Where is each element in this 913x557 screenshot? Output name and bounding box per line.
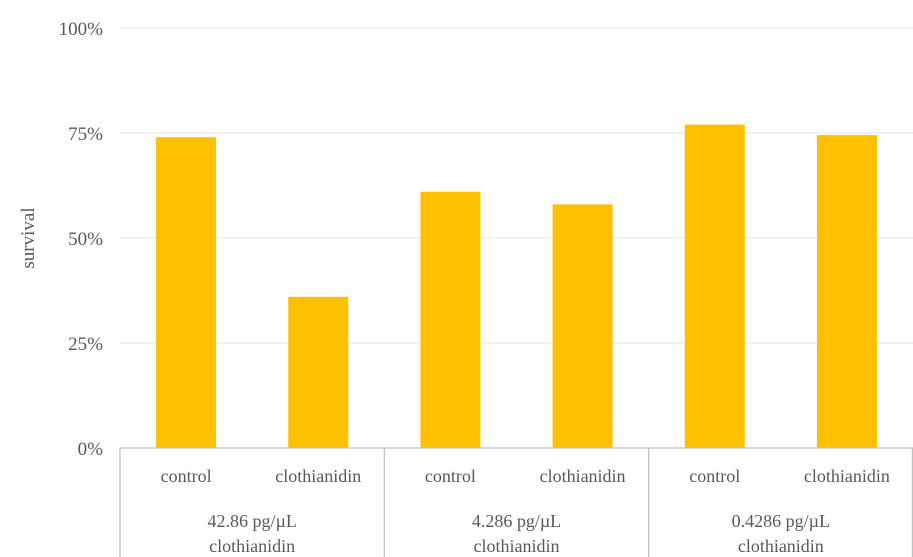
x-axis: control clothianidin 42.86 pg/µL clothianid… [119,447,913,557]
y-tick-label: 75% [68,124,103,145]
bar [552,204,613,448]
y-tick-label: 0% [78,439,104,460]
group-label-line2: clothianidin [209,536,295,556]
group-label-line1: 4.286 pg/µL [472,511,561,531]
group-label-line1: 42.86 pg/µL [207,511,296,531]
bar [156,137,217,448]
y-tick-label: 50% [68,229,103,250]
group-label-line1: 0.4286 pg/µL [732,511,830,531]
category-label: control [425,466,476,486]
y-axis-label: survival [18,207,39,268]
category-label: control [689,466,740,486]
bar [816,135,877,448]
gridlines [120,27,913,344]
category-label: clothianidin [540,466,626,486]
category-label: clothianidin [275,466,361,486]
group-label-line2: clothianidin [738,536,824,556]
bar [684,124,745,448]
bar [288,296,349,448]
category-label: control [161,466,212,486]
y-tick-label: 25% [68,334,103,355]
bars [156,124,877,449]
group-label-line2: clothianidin [474,536,560,556]
bar [420,191,481,449]
y-tick-label: 100% [59,19,104,40]
category-label: clothianidin [804,466,890,486]
y-axis-ticks: 0% 25% 50% 75% 100% [59,19,104,460]
